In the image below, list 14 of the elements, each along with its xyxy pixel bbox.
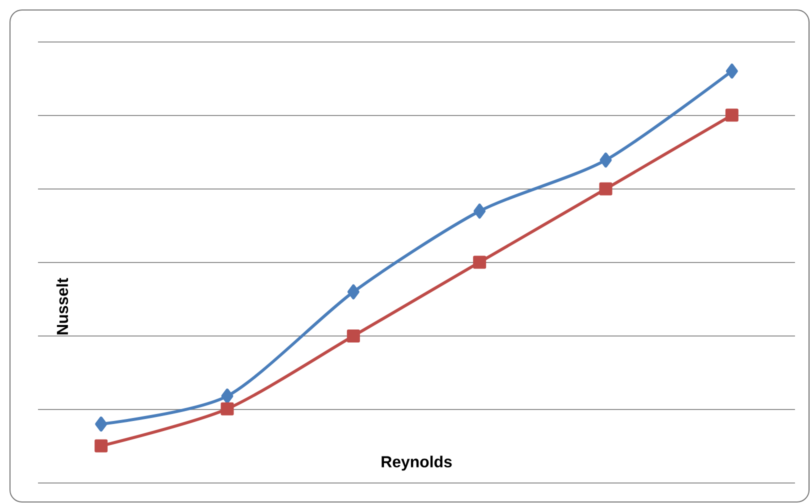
point: [94, 439, 108, 452]
point: [725, 108, 738, 122]
y-axis-title: Nusselt: [56, 278, 68, 334]
point: [95, 416, 108, 432]
point: [473, 256, 486, 269]
point: [600, 152, 612, 168]
point: [221, 388, 234, 404]
point: [726, 64, 738, 79]
point: [599, 182, 612, 196]
point: [220, 402, 234, 416]
point: [346, 329, 360, 342]
point: [474, 204, 486, 219]
point: [347, 284, 360, 300]
x-axis-title: Reynolds: [382, 456, 452, 471]
